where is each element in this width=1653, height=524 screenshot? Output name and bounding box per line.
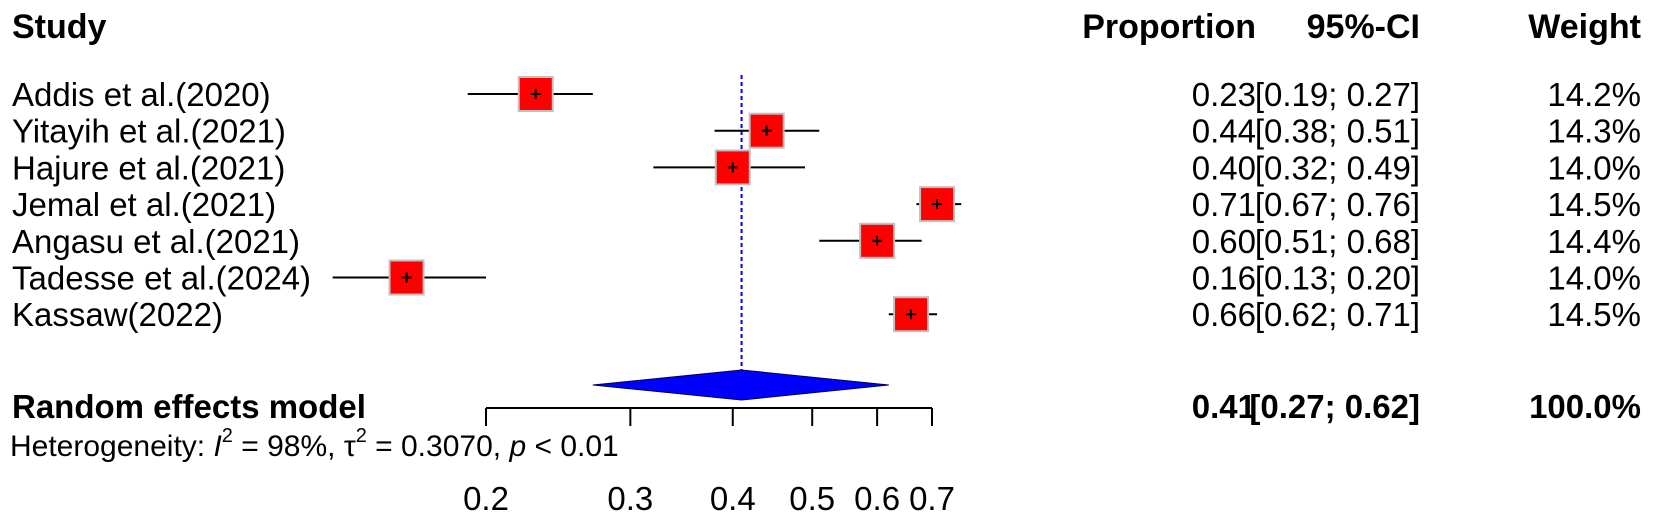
i2-superscript: 2 [222, 425, 233, 447]
study-proportion: 0.23 [1192, 76, 1256, 113]
study-row: Hajure et al.(2021) 0.40[0.32; 0.49] 14.0% [12, 149, 1641, 186]
study-row: Angasu et al.(2021) 0.60[0.51; 0.68] 14.4% [12, 222, 1641, 260]
study-ci: [0.62; 0.71] [1255, 296, 1420, 333]
study-label: Addis et al.(2020) [12, 76, 271, 113]
heterogeneity-label: Heterogeneity: [10, 430, 213, 463]
header-weight: Weight [1528, 8, 1641, 46]
summary-weight: 100.0% [1529, 388, 1641, 425]
study-row: Tadesse et al.(2024) 0.16[0.13; 0.20] 14.0… [12, 259, 1641, 297]
study-weight: 14.0% [1547, 260, 1641, 297]
study-weight: 14.5% [1547, 296, 1641, 333]
study-label: Tadesse et al.(2024) [12, 260, 311, 297]
i2-value: = 98%, [233, 430, 344, 463]
summary-diamond [592, 369, 889, 401]
header-ci: 95%-CI [1307, 8, 1420, 46]
heterogeneity-text: Heterogeneity: I2 = 98%, τ2 = 0.3070, p … [10, 425, 619, 463]
study-rows: Addis et al.(2020) 0.23[0.19; 0.27] 14.2%Y… [12, 76, 1641, 333]
axis-tick-label: 0.3 [607, 480, 653, 517]
summary-ci: [0.27; 0.62] [1249, 388, 1420, 425]
x-axis: 0.2 0.3 0.4 0.5 0.6 0.7 [463, 407, 955, 517]
study-proportion: 0.71 [1192, 186, 1256, 223]
study-ci: [0.38; 0.51] [1255, 113, 1420, 150]
axis-tick-label: 0.7 [909, 480, 955, 517]
i2-symbol: I [213, 430, 221, 463]
study-proportion: 0.60 [1192, 223, 1256, 260]
header-proportion: Proportion [1082, 8, 1256, 46]
axis-tick-label: 0.5 [789, 480, 835, 517]
study-ci: [0.67; 0.76] [1255, 186, 1420, 223]
study-row: Jemal et al.(2021) 0.71[0.67; 0.76] 14.5% [12, 186, 1641, 223]
study-weight: 14.0% [1547, 149, 1641, 186]
study-ci: [0.51; 0.68] [1255, 223, 1420, 260]
study-label: Kassaw(2022) [12, 296, 223, 333]
tau2-symbol: τ [344, 430, 356, 463]
study-label: Hajure et al.(2021) [12, 149, 285, 186]
study-proportion: 0.66 [1192, 296, 1256, 333]
study-weight: 14.5% [1547, 186, 1641, 223]
study-row: Addis et al.(2020) 0.23[0.19; 0.27] 14.2% [12, 76, 1641, 113]
study-label: Yitayih et al.(2021) [12, 113, 286, 150]
summary-row: Random effects model 0.41 [0.27; 0.62] 1… [12, 369, 1641, 425]
study-row: Kassaw(2022) 0.66[0.62; 0.71] 14.5% [12, 296, 1641, 333]
study-ci: [0.19; 0.27] [1255, 76, 1420, 113]
study-ci: [0.32; 0.49] [1255, 149, 1420, 186]
study-row: Yitayih et al.(2021) 0.44[0.38; 0.51] 14.3… [12, 112, 1641, 150]
summary-label: Random effects model [12, 388, 366, 425]
study-weight: 14.2% [1547, 76, 1641, 113]
p-value: < 0.01 [526, 430, 619, 463]
study-label: Angasu et al.(2021) [12, 223, 300, 260]
axis-tick-label: 0.4 [710, 480, 756, 517]
axis-tick-label: 0.6 [854, 480, 900, 517]
tau2-superscript: 2 [356, 425, 367, 447]
header-study: Study [12, 8, 107, 46]
study-proportion: 0.44 [1192, 113, 1256, 150]
axis-tick-label: 0.2 [463, 480, 509, 517]
study-ci: [0.13; 0.20] [1255, 260, 1420, 297]
tau2-value: = 0.3070, [367, 430, 510, 463]
study-proportion: 0.40 [1192, 149, 1256, 186]
study-weight: 14.3% [1547, 113, 1641, 150]
study-label: Jemal et al.(2021) [12, 186, 276, 223]
study-proportion: 0.16 [1192, 260, 1256, 297]
header-row: Study Proportion 95%-CI Weight [12, 8, 1641, 46]
study-weight: 14.4% [1547, 223, 1641, 260]
study-square [748, 112, 785, 149]
summary-proportion: 0.41 [1192, 388, 1256, 425]
p-symbol: p [508, 430, 526, 463]
